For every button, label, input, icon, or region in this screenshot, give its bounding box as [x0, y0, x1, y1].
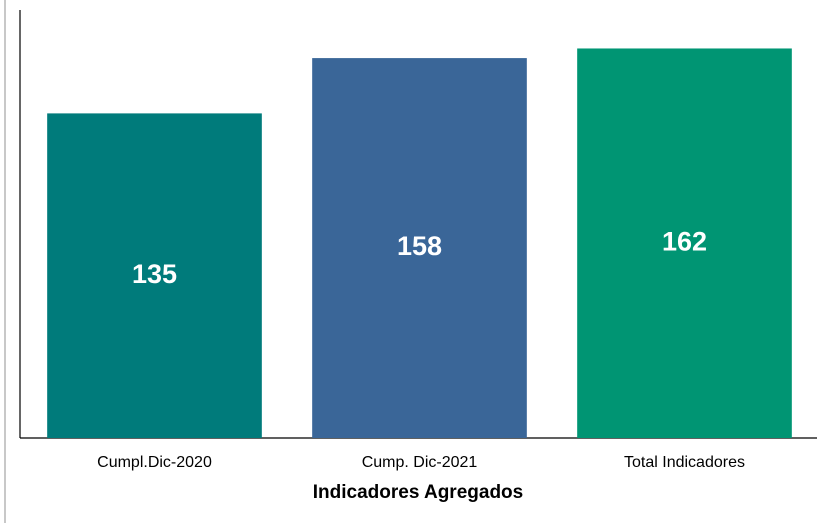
value-label: 162 — [662, 226, 707, 256]
bar — [577, 48, 792, 438]
x-tick-label: Cump. Dic-2021 — [362, 454, 478, 471]
x-tick-label: Total Indicadores — [624, 454, 745, 471]
bar — [47, 113, 262, 439]
value-label: 135 — [132, 259, 177, 289]
value-label: 158 — [397, 231, 442, 261]
x-tick-label: Cumpl.Dic-2020 — [97, 454, 212, 471]
x-axis-label: Indicadores Agregados — [313, 482, 523, 503]
bar — [312, 58, 527, 439]
